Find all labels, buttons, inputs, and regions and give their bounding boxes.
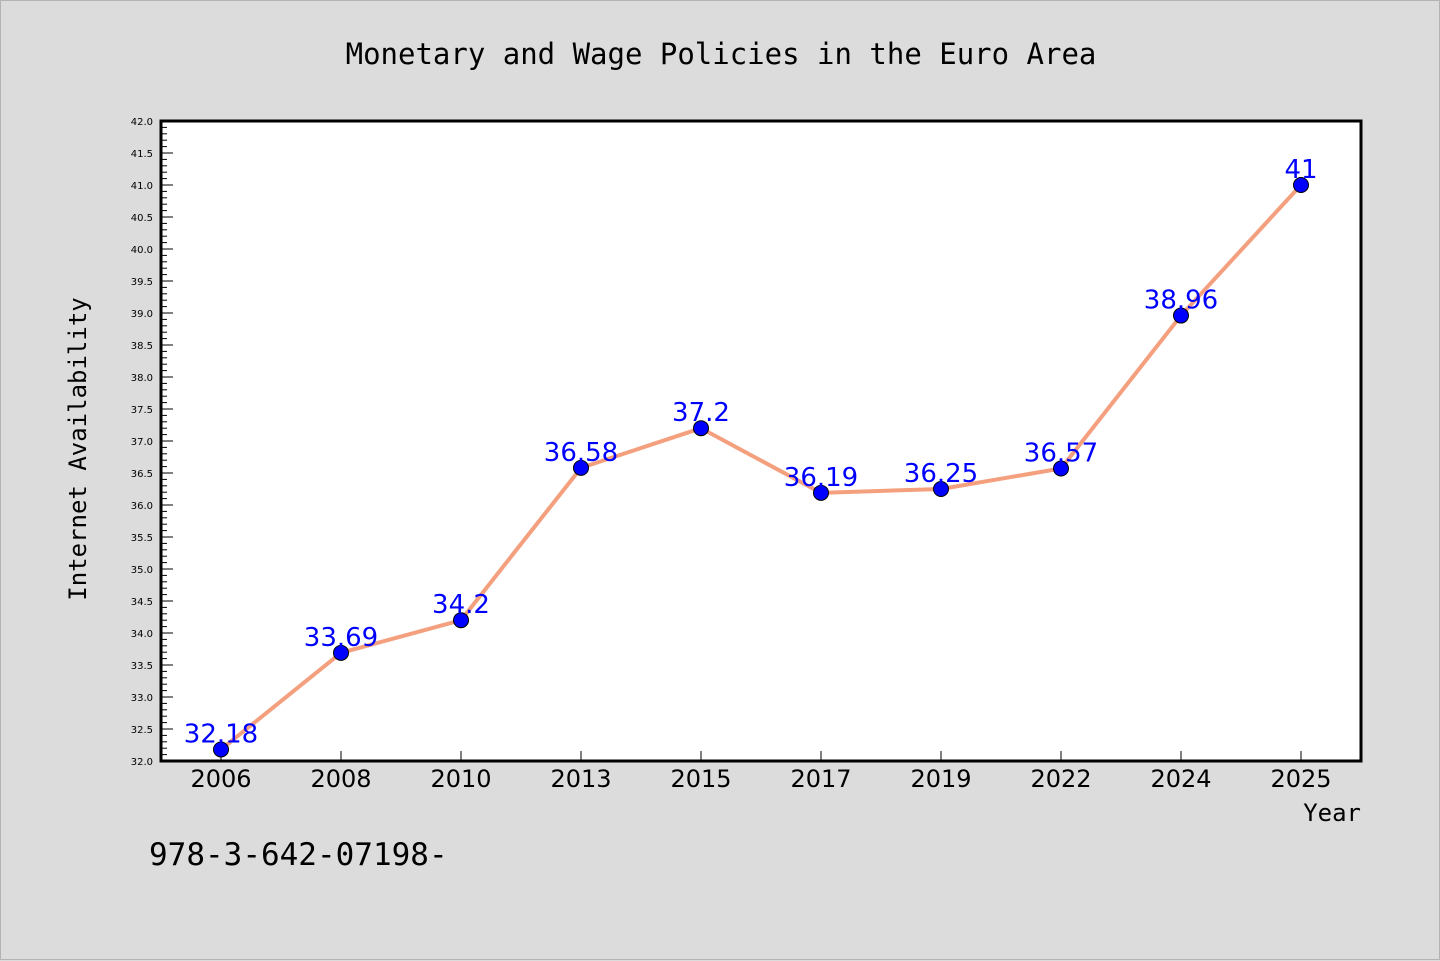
y-tick-label: 32.0 [131, 757, 153, 768]
x-tick-label: 2019 [910, 765, 971, 793]
data-point-marker [453, 612, 469, 629]
y-tick-label: 38.0 [131, 373, 153, 384]
plot-area [159, 119, 1363, 763]
y-tick-label: 41.5 [131, 149, 153, 160]
data-label: 38.96 [1144, 286, 1218, 316]
y-tick-label: 36.0 [131, 501, 153, 512]
data-point-marker [1293, 177, 1309, 193]
data-point-marker [813, 484, 829, 501]
data-label: 41 [1284, 155, 1317, 185]
y-tick-label: 37.5 [131, 405, 153, 416]
data-point-marker [573, 459, 589, 476]
y-axis: 32.0 32.5 33.0 33.5 34.0 34.5 35.0 35.5 36.0 36.5… [131, 117, 173, 768]
data-point-marker [1053, 460, 1069, 477]
y-tick-label: 40.0 [131, 245, 153, 256]
x-tick-label: 2025 [1270, 765, 1331, 793]
series-layer: 32.18 33.69 34.2 36.58 37.2 36.19 36.25 36.57 38… [184, 155, 1318, 758]
data-label: 36.25 [904, 459, 978, 489]
chart-title: Monetary and Wage Policies in the Euro A… [346, 37, 1097, 71]
data-label: 37.2 [672, 398, 730, 428]
y-tick-label: 35.0 [131, 565, 153, 576]
series-line [219, 183, 1303, 752]
x-axis: 2006 2008 2010 2013 2015 2017 2019 2022 2024 2025 [190, 751, 1332, 793]
y-tick-label: 33.0 [131, 693, 153, 704]
y-tick-label: 35.5 [131, 533, 153, 544]
x-tick-label: 2013 [550, 765, 611, 793]
y-tick-label: 42.0 [131, 117, 153, 128]
y-tick-label: 34.5 [131, 597, 153, 608]
y-axis-label: Internet Availability [64, 297, 92, 600]
x-tick-label: 2008 [310, 765, 371, 793]
data-point-marker [933, 481, 949, 497]
data-label: 36.19 [784, 463, 858, 493]
data-label: 36.58 [544, 438, 618, 468]
y-tick-label: 33.5 [131, 661, 153, 672]
x-axis-label: Year [1303, 799, 1361, 827]
data-label: 32.18 [184, 719, 258, 749]
y-tick-label: 32.5 [131, 725, 153, 736]
data-point-marker [1173, 307, 1189, 324]
x-tick-label: 2022 [1030, 765, 1091, 793]
isbn-footnote: 978-3-642-07198- [149, 837, 448, 873]
y-tick-label: 41.0 [131, 181, 153, 192]
y-tick-label: 36.5 [131, 469, 153, 480]
y-tick-label: 37.0 [131, 437, 153, 448]
data-point-marker [213, 741, 229, 758]
x-tick-label: 2017 [790, 765, 851, 793]
data-label: 36.57 [1024, 439, 1098, 469]
x-tick-label: 2010 [430, 765, 491, 793]
x-tick-label: 2024 [1150, 765, 1211, 793]
y-tick-label: 34.0 [131, 629, 153, 640]
data-point-marker [333, 644, 349, 661]
data-point-marker [693, 420, 709, 437]
x-tick-label: 2015 [670, 765, 731, 793]
y-tick-label: 39.5 [131, 277, 153, 288]
y-tick-label: 38.5 [131, 341, 153, 352]
data-label: 33.69 [304, 623, 378, 653]
y-tick-label: 40.5 [131, 213, 153, 224]
x-tick-label: 2006 [190, 765, 251, 793]
data-label: 34.2 [432, 590, 490, 620]
y-tick-label: 39.0 [131, 309, 153, 320]
